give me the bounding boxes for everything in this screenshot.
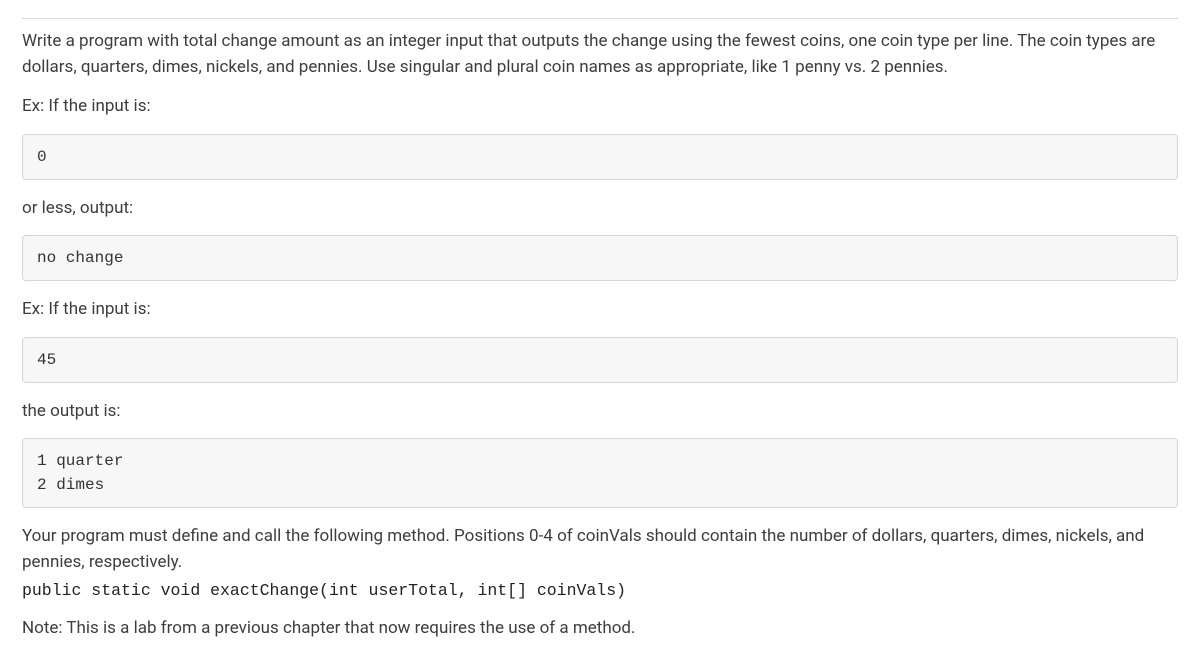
example1-input-code: 0: [22, 134, 1178, 180]
example1-output-label: or less, output:: [22, 196, 1178, 222]
example2-input-code: 45: [22, 337, 1178, 383]
example1-output-code: no change: [22, 235, 1178, 281]
method-requirement: Your program must define and call the fo…: [22, 524, 1178, 575]
example1-label: Ex: If the input is:: [22, 94, 1178, 120]
example2-output-label: the output is:: [22, 399, 1178, 425]
problem-intro: Write a program with total change amount…: [22, 29, 1178, 80]
example2-label: Ex: If the input is:: [22, 297, 1178, 323]
top-divider: [22, 18, 1178, 19]
example2-output-code: 1 quarter 2 dimes: [22, 438, 1178, 508]
method-signature: public static void exactChange(int userT…: [22, 579, 1178, 604]
note: Note: This is a lab from a previous chap…: [22, 616, 1178, 642]
